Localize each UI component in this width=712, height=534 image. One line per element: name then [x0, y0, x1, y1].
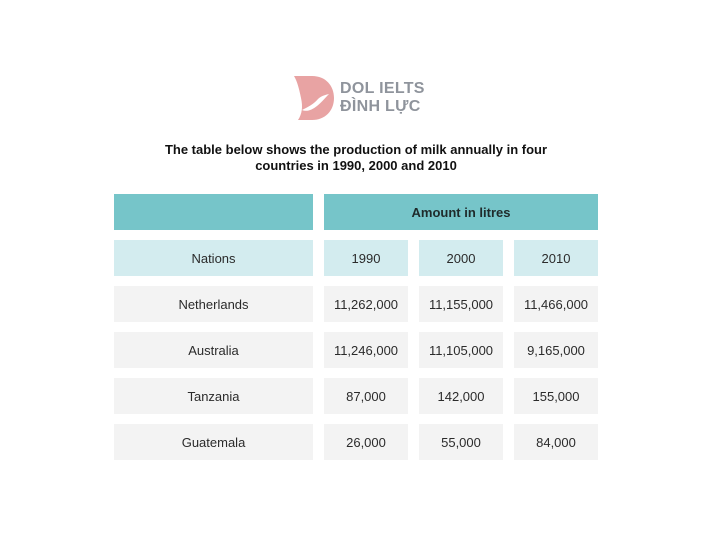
table-cell-value: 84,000	[514, 424, 598, 460]
column-header-year: 2000	[419, 240, 503, 276]
table-cell-value: 11,262,000	[324, 286, 408, 322]
table-cell-value: 55,000	[419, 424, 503, 460]
column-header-year: 1990	[324, 240, 408, 276]
column-header-year: 2010	[514, 240, 598, 276]
row-label-nation: Tanzania	[114, 378, 313, 414]
table-cell-value: 155,000	[514, 378, 598, 414]
header-blank-cell	[114, 194, 313, 230]
table-cell-value: 11,155,000	[419, 286, 503, 322]
logo-text-line2: ĐÌNH LỰC	[340, 98, 421, 115]
table-cell-value: 11,466,000	[514, 286, 598, 322]
group-header-amount: Amount in litres	[324, 194, 598, 230]
table-cell-value: 87,000	[324, 378, 408, 414]
table-cell-value: 26,000	[324, 424, 408, 460]
table-cell-value: 11,105,000	[419, 332, 503, 368]
logo: DOL IELTS ĐÌNH LỰC	[292, 74, 432, 122]
table-cell-value: 9,165,000	[514, 332, 598, 368]
row-label-nation: Guatemala	[114, 424, 313, 460]
column-header-nations: Nations	[114, 240, 313, 276]
row-label-nation: Australia	[114, 332, 313, 368]
logo-text-line1: DOL IELTS	[340, 80, 425, 97]
table-cell-value: 11,246,000	[324, 332, 408, 368]
dol-logo-icon	[294, 76, 334, 120]
row-label-nation: Netherlands	[114, 286, 313, 322]
table-title: The table below shows the production of …	[164, 142, 548, 173]
table-cell-value: 142,000	[419, 378, 503, 414]
